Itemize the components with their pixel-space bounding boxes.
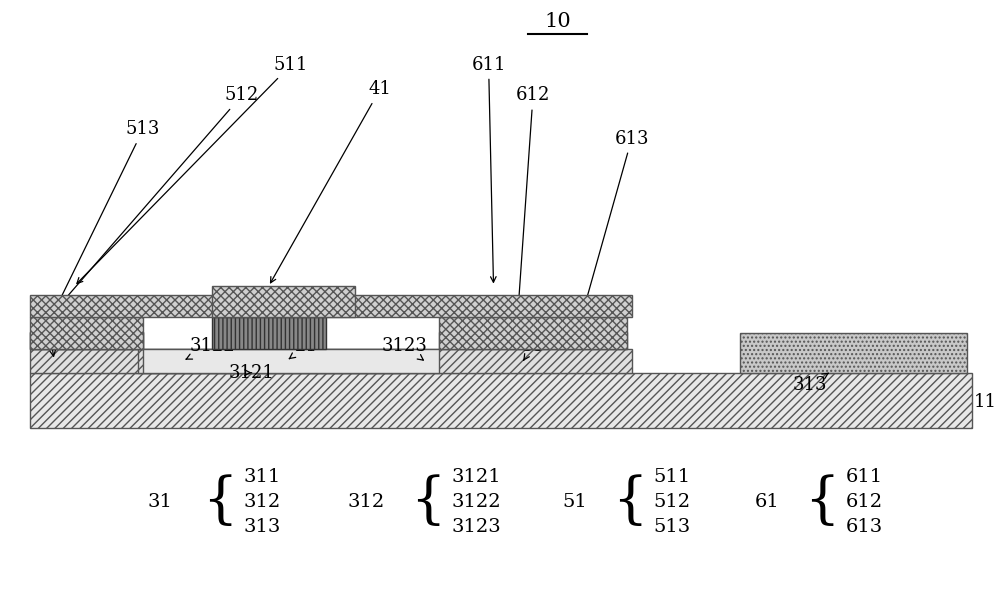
Text: 3122: 3122 xyxy=(186,337,235,359)
Bar xyxy=(30,373,972,428)
Text: 313: 313 xyxy=(792,373,828,394)
Text: 312: 312 xyxy=(244,493,281,511)
Text: 513: 513 xyxy=(653,517,691,536)
Text: 3121: 3121 xyxy=(229,363,275,382)
Text: 3123: 3123 xyxy=(382,337,428,360)
Text: 31: 31 xyxy=(148,493,173,511)
Text: 311: 311 xyxy=(31,302,67,347)
Text: 21: 21 xyxy=(289,337,317,359)
Text: {: { xyxy=(612,475,647,529)
Text: 11: 11 xyxy=(974,392,997,411)
Text: 311: 311 xyxy=(244,468,281,487)
Bar xyxy=(30,317,143,349)
Text: 3123: 3123 xyxy=(451,517,501,536)
Bar xyxy=(138,349,632,373)
Text: 33: 33 xyxy=(522,337,545,360)
Bar xyxy=(212,286,355,317)
Text: {: { xyxy=(804,475,840,529)
Bar xyxy=(143,349,439,373)
Text: 611: 611 xyxy=(846,468,883,487)
Text: 612: 612 xyxy=(846,493,883,511)
Text: 51: 51 xyxy=(563,493,587,511)
Text: 611: 611 xyxy=(471,55,506,282)
Text: 511: 511 xyxy=(77,55,308,283)
Bar xyxy=(30,295,632,317)
Text: 512: 512 xyxy=(653,493,691,511)
Text: {: { xyxy=(410,475,445,529)
Bar xyxy=(212,317,326,349)
Text: {: { xyxy=(202,475,238,529)
Text: 41: 41 xyxy=(271,80,391,283)
Text: 313: 313 xyxy=(244,517,281,536)
Text: 613: 613 xyxy=(577,129,649,327)
Text: 612: 612 xyxy=(516,86,550,304)
Bar xyxy=(30,332,143,349)
Text: 61: 61 xyxy=(755,493,780,511)
Bar xyxy=(30,349,405,373)
Bar xyxy=(439,332,627,349)
Text: 32: 32 xyxy=(38,322,61,356)
Bar xyxy=(30,332,143,349)
Text: 511: 511 xyxy=(653,468,691,487)
Text: 10: 10 xyxy=(544,12,571,31)
Text: 3121: 3121 xyxy=(451,468,501,487)
Text: 3122: 3122 xyxy=(451,493,501,511)
Bar xyxy=(439,317,627,349)
Text: 312: 312 xyxy=(348,493,385,511)
Text: 513: 513 xyxy=(46,120,160,328)
Text: 613: 613 xyxy=(846,517,883,536)
Bar xyxy=(740,333,967,373)
Text: 512: 512 xyxy=(60,86,259,305)
